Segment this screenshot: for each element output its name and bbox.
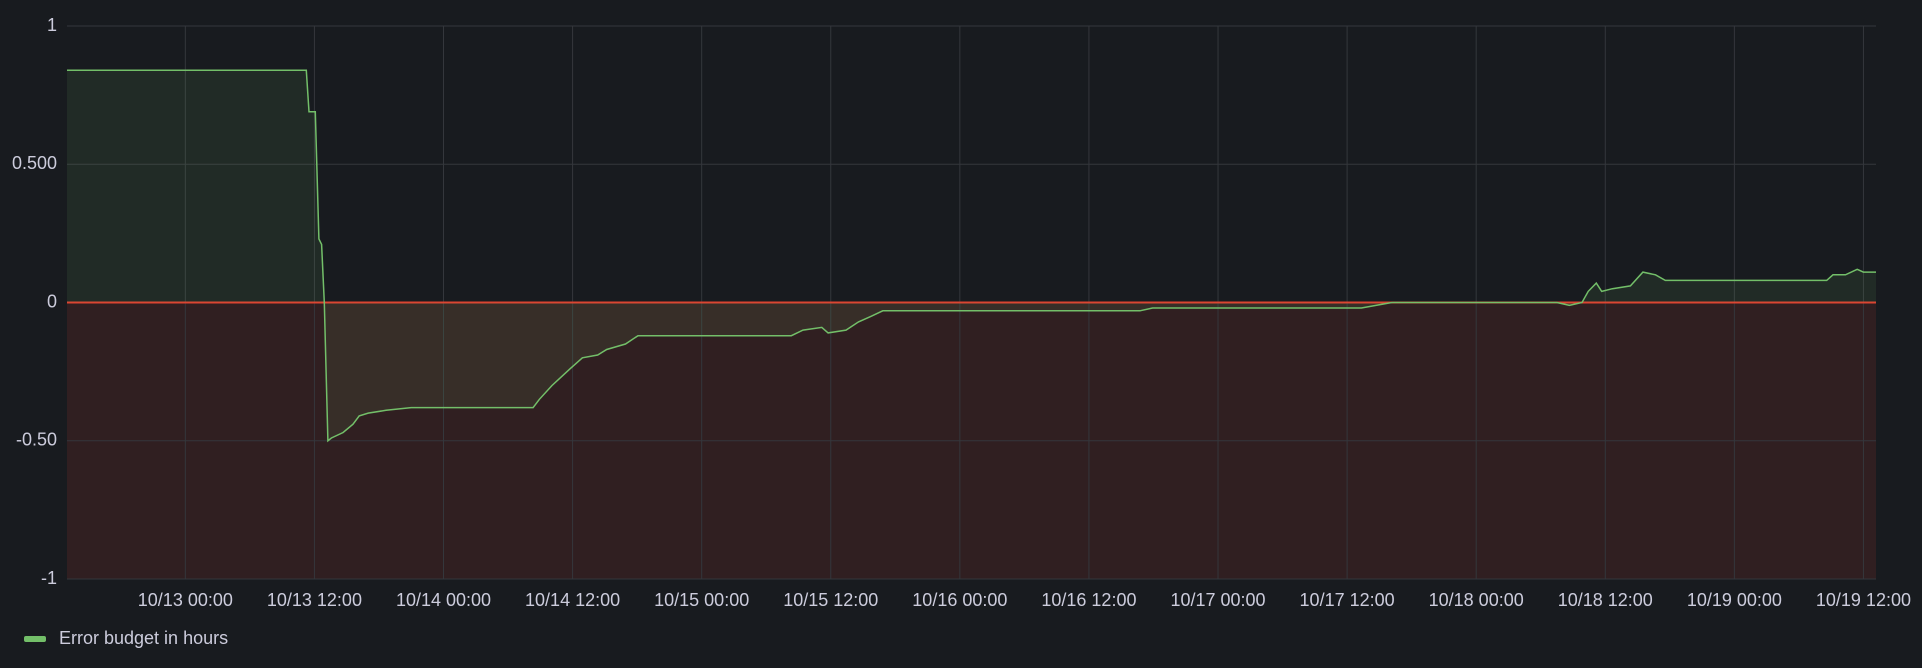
x-tick-label: 10/16 12:00 — [1041, 590, 1136, 610]
y-tick-label: 0 — [47, 291, 57, 311]
y-tick-label: -0.50 — [16, 430, 57, 450]
x-tick-label: 10/13 00:00 — [138, 590, 233, 610]
x-tick-label: 10/18 12:00 — [1558, 590, 1653, 610]
y-tick-label: 0.500 — [12, 153, 57, 173]
x-tick-label: 10/14 00:00 — [396, 590, 491, 610]
x-tick-label: 10/16 00:00 — [912, 590, 1007, 610]
area-fill — [67, 70, 1876, 441]
legend-swatch — [24, 636, 46, 642]
x-tick-label: 10/15 00:00 — [654, 590, 749, 610]
x-tick-label: 10/14 12:00 — [525, 590, 620, 610]
x-tick-label: 10/17 12:00 — [1300, 590, 1395, 610]
x-tick-label: 10/19 12:00 — [1816, 590, 1911, 610]
legend-label: Error budget in hours — [59, 628, 228, 648]
x-tick-label: 10/17 00:00 — [1170, 590, 1265, 610]
y-tick-label: -1 — [41, 568, 57, 588]
x-tick-label: 10/15 12:00 — [783, 590, 878, 610]
y-tick-label: 1 — [47, 15, 57, 35]
x-tick-label: 10/18 00:00 — [1429, 590, 1524, 610]
x-tick-label: 10/19 00:00 — [1687, 590, 1782, 610]
series-line — [67, 69, 1876, 443]
x-tick-label: 10/13 12:00 — [267, 590, 362, 610]
